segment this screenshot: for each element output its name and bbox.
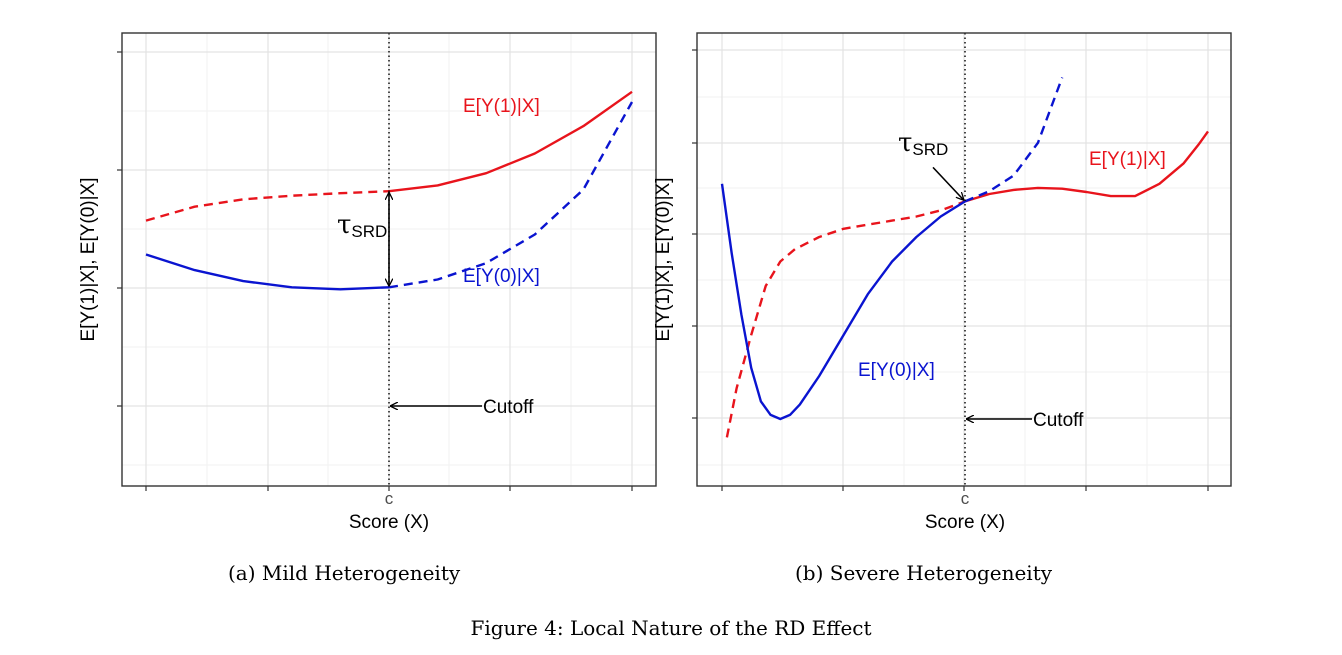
panel-border <box>121 32 657 487</box>
y0-curve-observed <box>145 253 390 291</box>
x-tick-label: c <box>385 489 394 508</box>
effect-arrow <box>932 166 964 200</box>
series-label-y0: E[Y(0)|X] <box>463 266 540 287</box>
y0-curve-observed <box>720 183 966 421</box>
y-axis-label: E[Y(1)|X], E[Y(0)|X] <box>78 177 99 341</box>
panel-a-caption: (a) Mild Heterogeneity <box>228 561 461 585</box>
chart-panel-a: τSRD Cutoff E[Y(1)|X] E[Y(0)|X] c Score (X) E[… <box>78 32 657 533</box>
plot-area <box>145 90 634 291</box>
x-axis-label: Score (X) <box>349 512 429 533</box>
y0-curve-counterfactual <box>388 101 634 289</box>
y1-curve-counterfactual <box>145 190 390 222</box>
chart-panel-b: τSRD Cutoff E[Y(1)|X] E[Y(0)|X] c Score (X) E[… <box>653 32 1232 533</box>
series-label-y1: E[Y(1)|X] <box>1089 149 1166 170</box>
x-axis-label: Score (X) <box>925 512 1005 533</box>
series-label-y0: E[Y(0)|X] <box>858 360 935 381</box>
plot-area <box>720 77 1209 438</box>
y1-curve-observed <box>964 130 1209 203</box>
x-tick-label: c <box>961 489 970 508</box>
y1-curve-observed <box>388 90 633 193</box>
panel-b-caption: (b) Severe Heterogeneity <box>795 561 1053 585</box>
effect-label: τSRD <box>898 128 948 159</box>
cutoff-label: Cutoff <box>1033 410 1084 431</box>
y1-curve-counterfactual <box>725 200 966 438</box>
cutoff-label: Cutoff <box>483 397 534 418</box>
series-label-y1: E[Y(1)|X] <box>463 96 540 117</box>
effect-label: τSRD <box>337 210 387 241</box>
panel-border <box>696 32 1232 487</box>
y-axis-label: E[Y(1)|X], E[Y(0)|X] <box>653 177 674 341</box>
y0-curve-counterfactual <box>964 77 1064 203</box>
figure-caption: Figure 4: Local Nature of the RD Effect <box>470 616 872 640</box>
